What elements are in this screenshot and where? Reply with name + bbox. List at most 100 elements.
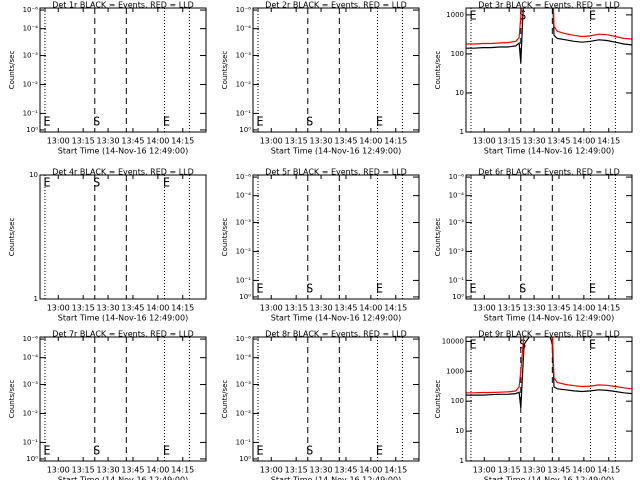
event-marker: E (163, 176, 170, 190)
y-tick-label: 10⁻¹ (236, 109, 252, 117)
x-tick-label: 13:30 (97, 466, 120, 475)
x-tick-label: 13:00 (473, 466, 496, 475)
x-tick-label: 13:30 (523, 466, 546, 475)
y-tick-label: 10⁰ (239, 126, 251, 134)
y-tick-label: 10⁻⁶ (236, 6, 252, 14)
event-marker: E (376, 282, 383, 296)
y-tick-label: 10⁻³ (236, 219, 252, 227)
y-tick-label: 1 (34, 295, 38, 303)
x-axis-label: Start Time (14-Nov-16 12:49:00) (484, 147, 614, 156)
plot-frame (252, 336, 420, 462)
panel-title: Det 3r BLACK = Events, RED = LLD (478, 1, 620, 10)
x-tick-label: 14:15 (171, 466, 194, 475)
x-tick-label: 13:15 (498, 304, 521, 313)
y-tick-label: 10 (455, 427, 464, 435)
y-tick-label: 10⁻⁶ (23, 6, 39, 14)
event-marker: S (93, 176, 100, 190)
y-axis-label: Counts/sec (221, 380, 229, 419)
y-tick-label: 10⁻³ (23, 381, 39, 389)
x-axis-label: Start Time (14-Nov-16 12:49:00) (271, 476, 401, 480)
x-tick-label: 14:15 (171, 137, 194, 146)
panel-title: Det 2r BLACK = Events, RED = LLD (265, 1, 407, 10)
x-tick-label: 14:15 (597, 137, 620, 146)
y-tick-label: 10⁻³ (23, 52, 39, 60)
x-tick-label: 13:30 (97, 137, 120, 146)
y-axis-label: Counts/sec (434, 218, 442, 257)
x-tick-label: 14:00 (359, 466, 382, 475)
y-tick-label: 10⁰ (26, 455, 38, 463)
series-line (466, 337, 632, 408)
y-tick-label: 1000 (446, 11, 464, 19)
x-tick-label: 13:15 (498, 137, 521, 146)
y-tick-label: 10⁻⁴ (236, 354, 252, 362)
plot-frame (252, 7, 420, 133)
y-tick-label: 10000 (442, 337, 464, 345)
x-tick-label: 13:30 (310, 466, 333, 475)
x-tick-label: 13:15 (72, 304, 95, 313)
x-tick-label: 14:00 (359, 137, 382, 146)
x-tick-label: 13:45 (121, 304, 144, 313)
y-tick-label: 10⁻⁴ (23, 25, 39, 33)
y-tick-label: 10⁻⁶ (236, 173, 252, 181)
x-axis-label: Start Time (14-Nov-16 12:49:00) (58, 314, 188, 323)
event-marker: E (376, 444, 383, 458)
y-tick-label: 10⁻² (449, 247, 465, 255)
event-marker: E (43, 176, 50, 190)
x-tick-label: 14:00 (146, 466, 169, 475)
x-tick-label: 13:45 (121, 466, 144, 475)
x-axis-label: Start Time (14-Nov-16 12:49:00) (271, 147, 401, 156)
y-axis-label: Counts/sec (8, 51, 16, 90)
x-axis-label: Start Time (14-Nov-16 12:49:00) (484, 476, 614, 480)
x-tick-label: 13:45 (334, 466, 357, 475)
x-tick-label: 13:00 (260, 137, 283, 146)
y-tick-label: 10⁻³ (236, 52, 252, 60)
x-tick-label: 13:15 (72, 466, 95, 475)
x-tick-label: 14:15 (384, 466, 407, 475)
y-tick-label: 10⁻⁶ (236, 335, 252, 343)
event-marker: S (93, 115, 100, 129)
event-marker: E (469, 9, 476, 23)
x-tick-label: 13:45 (547, 137, 570, 146)
event-marker: E (163, 115, 170, 129)
event-marker: E (256, 444, 263, 458)
y-tick-label: 1000 (446, 367, 464, 375)
x-tick-label: 13:00 (260, 466, 283, 475)
event-marker: S (306, 115, 313, 129)
x-tick-label: 14:15 (384, 137, 407, 146)
y-axis-label: Counts/sec (434, 380, 442, 419)
plot-frame (465, 336, 633, 462)
y-tick-label: 10⁻³ (236, 381, 252, 389)
plot-frame (39, 7, 207, 133)
y-tick-label: 10⁻² (23, 80, 39, 88)
y-tick-label: 100 (451, 50, 464, 58)
x-tick-label: 13:15 (285, 137, 308, 146)
plot-frame (39, 336, 207, 462)
y-tick-label: 10⁻³ (449, 219, 465, 227)
x-tick-label: 14:00 (359, 304, 382, 313)
x-tick-label: 14:00 (572, 137, 595, 146)
x-axis-label: Start Time (14-Nov-16 12:49:00) (58, 476, 188, 480)
x-tick-label: 13:15 (285, 304, 308, 313)
panel-title: Det 5r BLACK = Events, RED = LLD (265, 168, 407, 177)
event-marker: S (306, 282, 313, 296)
y-axis-label: Counts/sec (8, 218, 16, 257)
y-tick-label: 10⁻¹ (23, 109, 39, 117)
x-axis-label: Start Time (14-Nov-16 12:49:00) (58, 147, 188, 156)
event-marker: E (256, 282, 263, 296)
y-tick-label: 10⁻¹ (23, 438, 39, 446)
y-tick-label: 10⁻⁶ (23, 335, 39, 343)
y-tick-label: 10⁻⁴ (236, 25, 252, 33)
x-tick-label: 13:00 (47, 466, 70, 475)
x-tick-label: 13:00 (47, 137, 70, 146)
x-tick-label: 13:45 (547, 304, 570, 313)
x-tick-label: 14:15 (171, 304, 194, 313)
x-tick-label: 14:15 (384, 304, 407, 313)
y-tick-label: 10⁻⁴ (23, 354, 39, 362)
y-tick-label: 10⁻⁴ (449, 192, 465, 200)
x-tick-label: 13:45 (334, 137, 357, 146)
event-marker: E (469, 338, 476, 352)
event-marker: E (589, 282, 596, 296)
y-axis-label: Counts/sec (221, 218, 229, 257)
plot-frame (39, 174, 207, 300)
